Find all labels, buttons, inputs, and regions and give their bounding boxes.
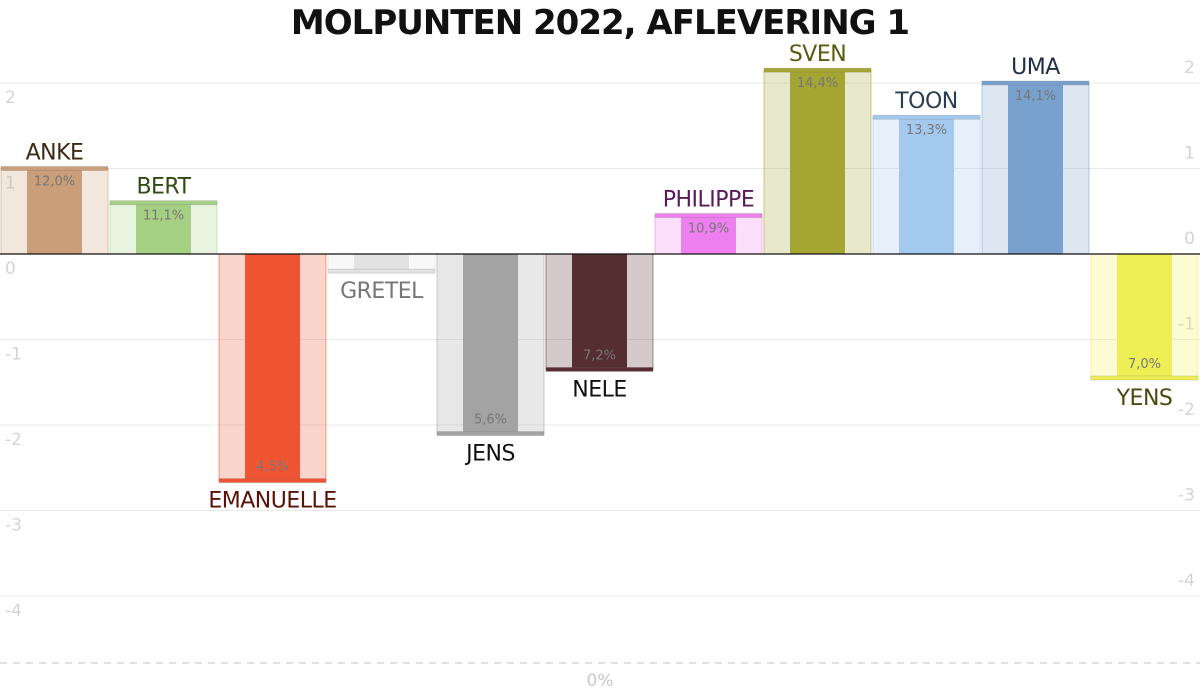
- bar-inner: [790, 69, 845, 255]
- bar-percent-label: 7,0%: [1128, 357, 1161, 372]
- y-tick-left: -3: [5, 516, 22, 536]
- bar-name-label: NELE: [572, 377, 627, 402]
- bar-name-label: EMANUELLE: [208, 489, 336, 514]
- bar-percent-label: 4,5%: [256, 460, 289, 475]
- y-tick-left: 0: [5, 259, 16, 279]
- bar-cap: [654, 213, 763, 218]
- y-tick-left: 1: [5, 174, 16, 194]
- y-tick-right: 0: [1184, 229, 1195, 249]
- bar-group-philippe: PHILIPPE 10,9%: [654, 188, 763, 255]
- bar-group-uma: UMA 14,1%: [981, 55, 1090, 255]
- y-tick-left: -4: [5, 601, 22, 621]
- y-tick-right: 1: [1184, 144, 1195, 164]
- bar-percent-label: 12,0%: [34, 175, 75, 190]
- bar-group-yens: YENS 7,0%: [1090, 253, 1199, 411]
- y-tick-right: -4: [1178, 571, 1195, 591]
- bar-inner: [463, 253, 518, 435]
- bar-cap: [436, 431, 545, 436]
- bar-inner: [1117, 253, 1172, 379]
- bars: ANKE 12,0% BERT 11,1% EMANUELLE 4,5% GRETEL JEN…: [0, 42, 1199, 514]
- bar-group-toon: TOON 13,3%: [872, 89, 981, 255]
- bar-name-label: JENS: [464, 442, 515, 467]
- bar-percent-label: 10,9%: [688, 222, 729, 237]
- bar-cap: [109, 200, 218, 205]
- bar-cap: [327, 268, 436, 274]
- bar-group-anke: ANKE 12,0%: [0, 141, 109, 255]
- bar-inner: [899, 116, 954, 255]
- bar-inner: [354, 253, 409, 272]
- bar-percent-label: 5,6%: [474, 413, 507, 428]
- y-tick-left: -2: [5, 430, 22, 450]
- bottom-axis-label: 0%: [587, 671, 614, 691]
- bar-cap: [0, 166, 109, 171]
- y-tick-left: -1: [5, 345, 22, 365]
- bar-percent-label: 13,3%: [906, 123, 947, 138]
- bar-group-bert: BERT 11,1%: [109, 175, 218, 255]
- bar-group-sven: SVEN 14,4%: [763, 42, 872, 255]
- y-tick-left: 2: [5, 88, 16, 108]
- bar-name-label: TOON: [894, 89, 958, 114]
- bar-percent-label: 11,1%: [143, 209, 184, 224]
- y-tick-right: -1: [1178, 315, 1195, 335]
- bar-cap: [981, 80, 1090, 86]
- bar-group-nele: NELE 7,2%: [545, 253, 654, 402]
- bar-cap: [763, 67, 872, 73]
- bar-name-label: BERT: [136, 175, 191, 200]
- y-tick-right: -2: [1178, 400, 1195, 420]
- bar-percent-label: 14,1%: [1015, 89, 1056, 104]
- bar-inner: [681, 215, 736, 255]
- bar-percent-label: 14,4%: [797, 76, 838, 91]
- bar-group-jens: JENS 5,6%: [436, 253, 545, 467]
- bar-cap: [545, 367, 654, 372]
- y-tick-right: 2: [1184, 58, 1195, 78]
- bar-inner: [572, 253, 627, 370]
- bar-name-label: PHILIPPE: [663, 188, 754, 213]
- bar-cap: [218, 478, 327, 483]
- bar-inner: [136, 202, 191, 255]
- bar-name-label: UMA: [1011, 55, 1060, 80]
- bar-inner: [27, 168, 82, 255]
- bar-group-gretel: GRETEL: [327, 253, 436, 304]
- bar-inner: [245, 253, 300, 482]
- bar-name-label: ANKE: [26, 141, 84, 166]
- y-tick-right: -3: [1178, 486, 1195, 506]
- bar-inner: [1008, 82, 1063, 255]
- bar-cap: [1090, 375, 1199, 381]
- bar-name-label: SVEN: [789, 42, 846, 67]
- bar-cap: [872, 114, 981, 120]
- bar-name-label: GRETEL: [340, 279, 424, 304]
- bar-name-label: YENS: [1116, 386, 1173, 411]
- chart-title: MOLPUNTEN 2022, AFLEVERING 1: [291, 3, 909, 43]
- bar-group-emanuelle: EMANUELLE 4,5%: [208, 253, 337, 514]
- bar-percent-label: 7,2%: [583, 348, 616, 363]
- y-axis-ticks: 2 1 0 -1 -2 -3 -4 2 1 0 -1 -2 -3 -4: [5, 58, 1195, 621]
